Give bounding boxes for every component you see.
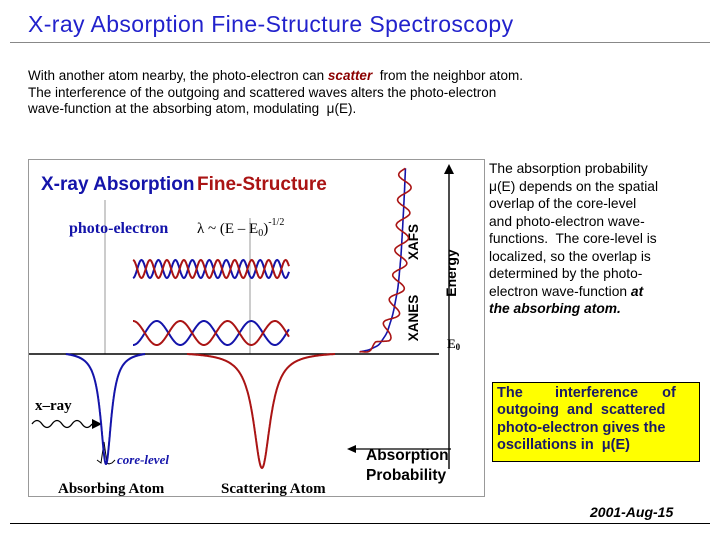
svg-text:λ ~ (E – E0)-1/2: λ ~ (E – E0)-1/2 [197, 217, 284, 239]
svg-text:Absorption: Absorption [366, 447, 449, 464]
svg-text:x–ray: x–ray [35, 398, 72, 414]
svg-text:Energy: Energy [443, 249, 459, 297]
svg-text:E0: E0 [447, 336, 461, 352]
svg-text:Absorbing Atom: Absorbing Atom [58, 481, 165, 496]
svg-text:core-level: core-level [117, 452, 169, 467]
svg-text:XANES: XANES [406, 295, 421, 342]
svg-text:Probability: Probability [366, 467, 446, 484]
svg-text:Scattering Atom: Scattering Atom [221, 481, 326, 496]
svg-text:photo-electron: photo-electron [69, 220, 168, 237]
svg-text:X-ray Absorption: X-ray Absorption [41, 174, 194, 195]
svg-text:XAFS: XAFS [406, 224, 421, 260]
svg-text:Fine-Structure: Fine-Structure [197, 174, 327, 195]
